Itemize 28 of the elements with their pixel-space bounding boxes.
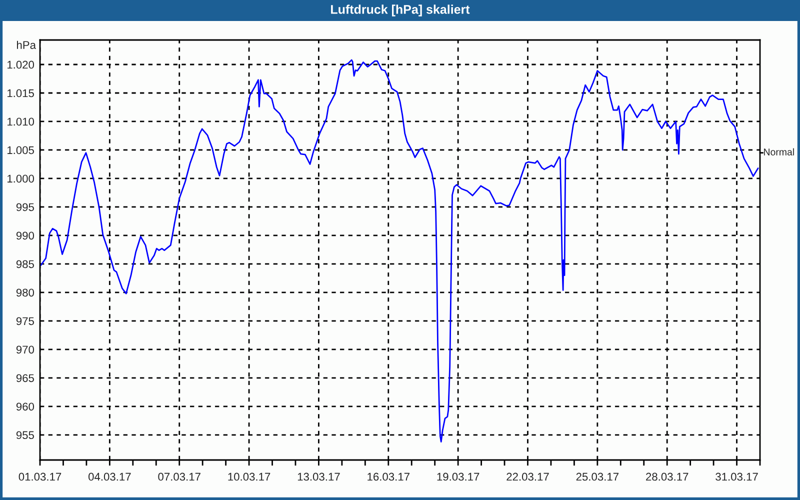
- x-tick-label: 19.03.17: [437, 472, 480, 481]
- ref-line-label: Normal: [764, 148, 794, 156]
- y-tick-label: 1.015: [7, 89, 34, 98]
- y-tick-label: 985: [16, 260, 34, 268]
- y-tick-label: 955: [16, 431, 34, 440]
- chart-title: Luftdruck [hPa] skaliert: [331, 4, 470, 16]
- y-tick-label: 980: [16, 288, 34, 297]
- y-tick-label: 990: [16, 232, 34, 240]
- x-tick-label: 28.03.17: [646, 472, 688, 481]
- y-tick-label: 995: [16, 203, 34, 212]
- y-tick-label: 970: [16, 346, 34, 354]
- y-tick-label: 1.000: [7, 174, 34, 183]
- y-tick-label: 975: [16, 317, 34, 326]
- y-tick-label: 1.020: [7, 60, 34, 69]
- x-tick-label: 22.03.17: [506, 472, 549, 481]
- x-tick-label: 07.03.17: [158, 472, 200, 481]
- x-tick-label: 25.03.17: [576, 472, 618, 481]
- y-axis-title: hPa: [17, 40, 36, 49]
- y-tick-label: 960: [16, 402, 34, 411]
- y-tick-label: 1.010: [7, 118, 34, 126]
- y-tick-label: 1.005: [7, 146, 34, 154]
- x-tick-label: 10.03.17: [228, 472, 270, 481]
- x-tick-label: 01.03.17: [18, 472, 62, 481]
- x-tick-label: 13.03.17: [298, 472, 340, 481]
- y-tick-label: 965: [16, 374, 34, 382]
- x-tick-label: 04.03.17: [88, 472, 131, 481]
- x-tick-label: 31.03.17: [716, 472, 758, 481]
- x-tick-label: 16.03.17: [368, 472, 410, 481]
